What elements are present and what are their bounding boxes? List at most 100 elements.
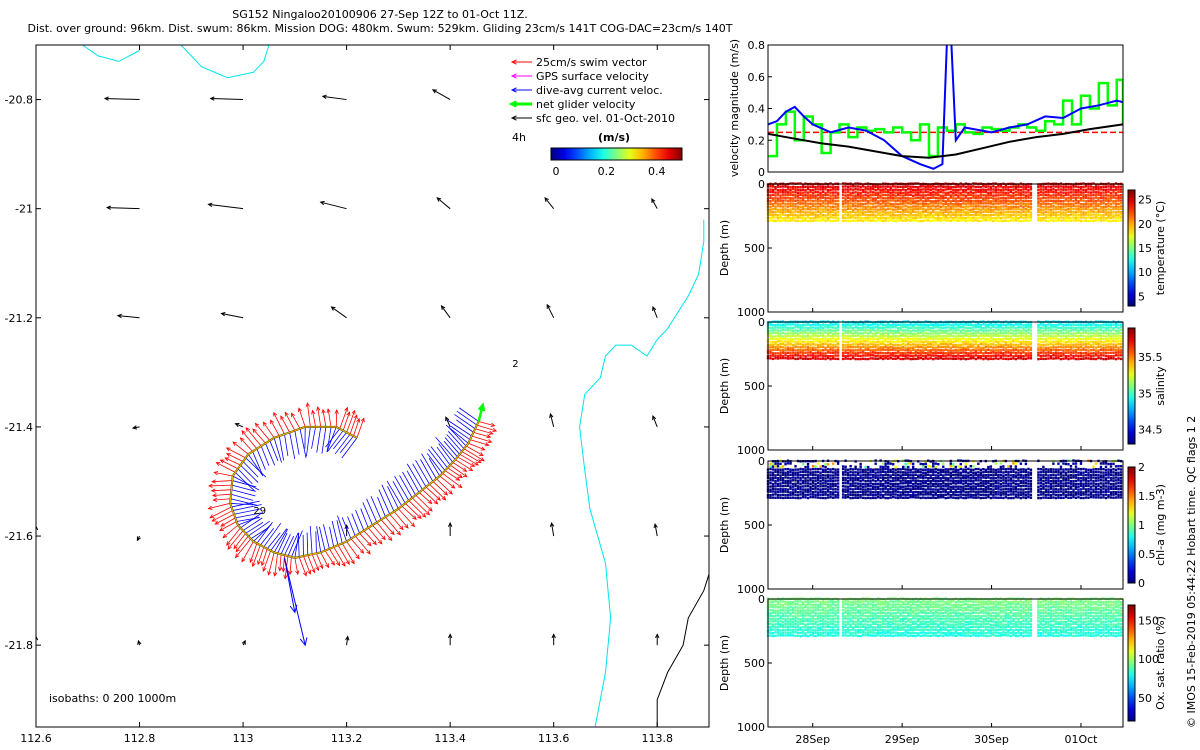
temperature-point: [781, 205, 785, 208]
swim-vector-5-head: [344, 406, 349, 412]
swim-vector-60: [294, 557, 300, 576]
temperature-point: [899, 211, 902, 214]
swim-vector-51-head: [257, 560, 262, 566]
temperature-point: [799, 191, 802, 194]
temperature-point: [851, 191, 855, 194]
salinity-point: [954, 323, 957, 326]
glider-track-highlight: [229, 421, 479, 559]
temperature-point: [1059, 216, 1063, 219]
temperature-point: [1092, 193, 1095, 197]
temperature-point: [914, 194, 917, 197]
chlorophyll-point: [784, 481, 787, 485]
geo-vector-18-shaft: [235, 423, 244, 428]
temperature-point: [927, 216, 930, 219]
salinity-point: [1089, 323, 1093, 327]
salinity-point: [794, 331, 797, 335]
temperature-point: [1077, 219, 1080, 222]
temperature-point: [774, 202, 777, 205]
colorbar-tick-label-1: 0.2: [598, 165, 616, 178]
swim-vector-22: [241, 430, 258, 449]
salinity-point: [934, 343, 937, 346]
temperature-colorbar-tick-3: 20: [1138, 218, 1152, 231]
temperature-point: [844, 216, 847, 219]
salinity-point: [904, 325, 907, 329]
temperature-point: [811, 216, 815, 220]
map-xtick-label-4: 113.4: [434, 732, 466, 745]
temperature-point: [779, 194, 782, 197]
temperature-point: [841, 185, 845, 188]
salinity-point: [989, 329, 993, 332]
salinity-point: [1064, 326, 1068, 330]
temperature-point: [997, 216, 1000, 219]
temperature-point: [889, 199, 892, 202]
dac-vector-14: [294, 430, 300, 455]
temperature-point: [824, 205, 827, 208]
salinity-point: [922, 326, 925, 330]
temperature-point: [1004, 216, 1008, 219]
temperature-point: [994, 197, 998, 200]
temperature-point: [912, 200, 915, 203]
temperature-point: [841, 210, 845, 213]
temperature-point: [977, 194, 980, 197]
temperature-point: [824, 185, 827, 189]
temperature-point: [811, 204, 815, 208]
salinity-point: [1054, 357, 1058, 360]
salinity-point: [826, 337, 830, 341]
salinity-point: [929, 337, 932, 340]
salinity-point: [1019, 357, 1023, 360]
temperature-point: [1049, 211, 1053, 214]
swim-vector-45: [233, 533, 246, 550]
temperature-point: [944, 208, 947, 211]
salinity-point: [829, 354, 832, 358]
temperature-point: [914, 216, 917, 220]
temperature-point: [806, 207, 810, 211]
temperature-point: [884, 188, 887, 191]
salinity-point: [1117, 354, 1120, 357]
salinity-point: [1112, 351, 1115, 354]
salinity-point: [972, 334, 975, 338]
temperature-point: [1112, 207, 1115, 211]
salinity-point: [869, 345, 872, 349]
temperature-point: [829, 213, 832, 216]
salinity-point: [884, 334, 887, 338]
salinity-point: [1114, 326, 1118, 329]
swim-vector-96-shaft: [439, 475, 455, 489]
chlorophyll-point: [806, 488, 810, 491]
salinity-point: [964, 326, 967, 329]
temperature-point: [779, 199, 782, 203]
salinity-point: [769, 332, 772, 335]
dac-vector-114: [459, 407, 479, 422]
salinity-point: [992, 325, 995, 329]
temperature-point: [811, 188, 815, 192]
salinity-point: [871, 357, 875, 360]
temperature-point: [779, 219, 782, 223]
dac-vector-88: [399, 475, 413, 499]
salinity-point: [1027, 346, 1030, 349]
temperature-point: [1022, 191, 1025, 194]
salinity-point: [939, 326, 942, 329]
salinity-point: [1112, 343, 1115, 346]
salinity-point: [1037, 326, 1040, 329]
salinity-point: [959, 334, 962, 338]
salinity-point: [912, 337, 915, 340]
salinity-point: [982, 354, 985, 358]
salinity-point: [932, 337, 935, 340]
temperature-point: [1037, 202, 1040, 205]
salinity-point: [934, 335, 937, 338]
salinity-point: [881, 323, 885, 327]
salinity-point: [1072, 346, 1075, 349]
temperature-point: [794, 210, 797, 213]
temperature-point: [1102, 194, 1105, 197]
salinity-point: [1059, 340, 1063, 343]
chlorophyll-point: [816, 479, 820, 482]
temperature-colorbar-tick-1: 10: [1138, 266, 1152, 279]
salinity-point: [821, 340, 825, 343]
temperature-point: [947, 208, 950, 211]
temperature-point: [1072, 188, 1075, 191]
temperature-point: [791, 207, 795, 211]
temperature-point: [1012, 185, 1015, 188]
swim-vector-17-head: [270, 419, 275, 425]
salinity-point: [831, 332, 835, 335]
salinity-point: [899, 340, 902, 343]
temperature-point: [1074, 207, 1078, 211]
